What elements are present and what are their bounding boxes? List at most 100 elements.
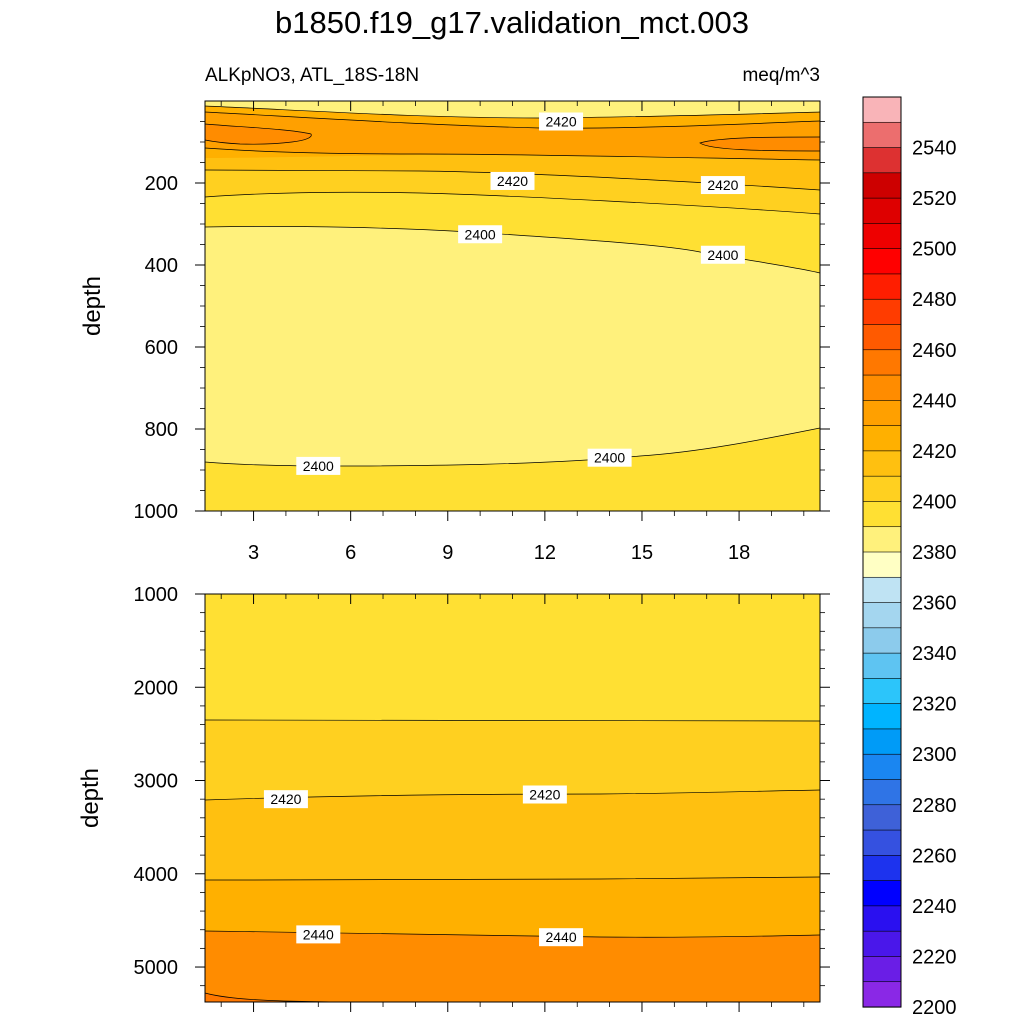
upper-x-tick-label: 9 <box>442 542 453 564</box>
colorbar-swatch <box>862 728 902 755</box>
colorbar-swatch <box>862 400 902 427</box>
lower-contour-labels: 2420 2420 2440 2440 <box>263 785 584 947</box>
colorbar-label: 2460 <box>912 340 957 362</box>
upper-axes: 3 6 9 12 15 18 200 400 600 800 1000 <box>134 101 830 564</box>
upper-contour-label: 2420 <box>497 173 528 189</box>
upper-x-tick-label: 3 <box>248 542 259 564</box>
lower-y-tick-label: 4000 <box>134 864 179 886</box>
colorbar-swatch <box>862 526 902 553</box>
upper-contour-label: 2400 <box>707 247 738 263</box>
colorbar-swatch <box>862 223 902 250</box>
lower-contour-label: 2440 <box>545 929 576 945</box>
upper-contour-label-box <box>490 171 535 190</box>
colorbar-label: 2200 <box>912 997 957 1019</box>
upper-contour-label-box <box>700 245 745 264</box>
upper-y-tick-label: 800 <box>145 419 178 441</box>
colorbar-label: 2360 <box>912 593 957 615</box>
colorbar-swatch <box>862 551 902 578</box>
colorbar-swatch <box>862 905 902 932</box>
colorbar-swatch <box>862 248 902 275</box>
colorbar-frame <box>862 96 902 1008</box>
lower-contour-label-box <box>522 785 567 804</box>
colorbar-swatch <box>862 501 902 528</box>
colorbar-label: 2480 <box>912 289 957 311</box>
upper-x-tick-label: 15 <box>631 542 653 564</box>
lower-axes: 1000 2000 3000 4000 5000 <box>134 584 830 1012</box>
colorbar-swatch <box>862 956 902 983</box>
colorbar-label: 2500 <box>912 239 957 261</box>
colorbar-label: 2380 <box>912 542 957 564</box>
colorbar-label: 2440 <box>912 390 957 412</box>
colorbar-label: 2320 <box>912 694 957 716</box>
upper-contour-label: 2400 <box>303 458 334 474</box>
colorbar-label: 2540 <box>912 138 957 160</box>
colorbar-label: 2520 <box>912 188 957 210</box>
upper-y-tick-label: 600 <box>145 337 178 359</box>
colorbar-swatch <box>862 172 902 199</box>
colorbar-swatch <box>862 703 902 730</box>
lower-y-tick-label: 3000 <box>134 771 179 793</box>
upper-x-tick-label: 12 <box>534 542 556 564</box>
upper-contour-label-box <box>296 456 341 475</box>
colorbar-swatch <box>862 753 902 781</box>
colorbar-label: 2400 <box>912 491 957 513</box>
lower-contour-label: 2420 <box>529 787 560 803</box>
colorbar-label: 2420 <box>912 441 957 463</box>
colorbar-label: 2340 <box>912 643 957 665</box>
colorbar-swatch <box>862 475 902 503</box>
upper-contour-label-box <box>587 448 632 467</box>
colorbar-swatch <box>862 627 902 654</box>
upper-y-tick-label: 200 <box>145 173 178 195</box>
chart-title: b1850.f19_g17.validation_mct.003 <box>275 5 749 40</box>
colorbar-swatch <box>862 804 902 831</box>
colorbar-swatch <box>862 147 902 174</box>
upper-contour-label: 2420 <box>707 177 738 193</box>
upper-y-axis-label: depth <box>79 276 106 336</box>
lower-contour-label-box <box>539 928 584 947</box>
upper-x-tick-label: 6 <box>345 542 356 564</box>
colorbar-swatch <box>862 96 902 123</box>
lower-contour-label: 2440 <box>303 926 334 942</box>
colorbar-label: 2280 <box>912 795 957 817</box>
lower-contour-label-box <box>296 925 341 944</box>
colorbar-swatch <box>862 602 902 629</box>
upper-x-tick-label: 18 <box>728 542 750 564</box>
lower-y-tick-label: 5000 <box>134 957 179 979</box>
upper-contour-fills <box>205 101 820 511</box>
colorbar-label: 2240 <box>912 896 957 918</box>
colorbar-swatch <box>862 855 902 882</box>
colorbar-swatch <box>862 576 902 604</box>
colorbar-swatch <box>862 678 902 705</box>
upper-contour-label: 2420 <box>545 114 576 130</box>
units-label: meq/m^3 <box>742 65 820 86</box>
colorbar-swatch <box>862 930 902 958</box>
upper-panel: 2420 2420 2420 2400 2400 2400 2400 3 6 9 12 15 18 20… <box>79 100 830 564</box>
variable-region-label: ALKpNO3, ATL_18S-18N <box>205 65 419 86</box>
colorbar-swatch <box>862 197 902 224</box>
colorbar-swatch <box>862 425 902 452</box>
colorbar-label: 2260 <box>912 845 957 867</box>
lower-panel: 2420 2420 2440 2440 1000 2000 3000 4000 5000 de… <box>77 584 830 1012</box>
colorbar-swatch <box>862 121 902 149</box>
upper-contour-labels: 2420 2420 2420 2400 2400 2400 2400 <box>296 112 745 475</box>
colorbar-swatch <box>862 349 902 376</box>
upper-contour-label: 2400 <box>465 226 496 242</box>
upper-y-tick-label: 400 <box>145 255 178 277</box>
colorbar-swatch <box>862 298 902 326</box>
colorbar-swatch <box>862 324 902 351</box>
colorbar-swatch <box>862 374 902 401</box>
upper-contour-label-box <box>539 112 584 131</box>
lower-y-axis-label: depth <box>77 768 104 828</box>
colorbar-swatch <box>862 652 902 679</box>
lower-contour-label: 2420 <box>270 791 301 807</box>
colorbar-swatch <box>862 450 902 477</box>
colorbar-label: 2220 <box>912 946 957 968</box>
colorbar: 2540 2520 2500 2480 2460 2440 2420 2400 2380 2360… <box>862 96 957 1019</box>
colorbar-swatch <box>862 829 902 856</box>
lower-y-tick-label: 1000 <box>134 584 179 606</box>
colorbar-swatch <box>862 880 902 907</box>
colorbar-swatch <box>862 273 902 300</box>
lower-y-tick-label: 2000 <box>134 677 179 699</box>
colorbar-swatch <box>862 981 902 1008</box>
